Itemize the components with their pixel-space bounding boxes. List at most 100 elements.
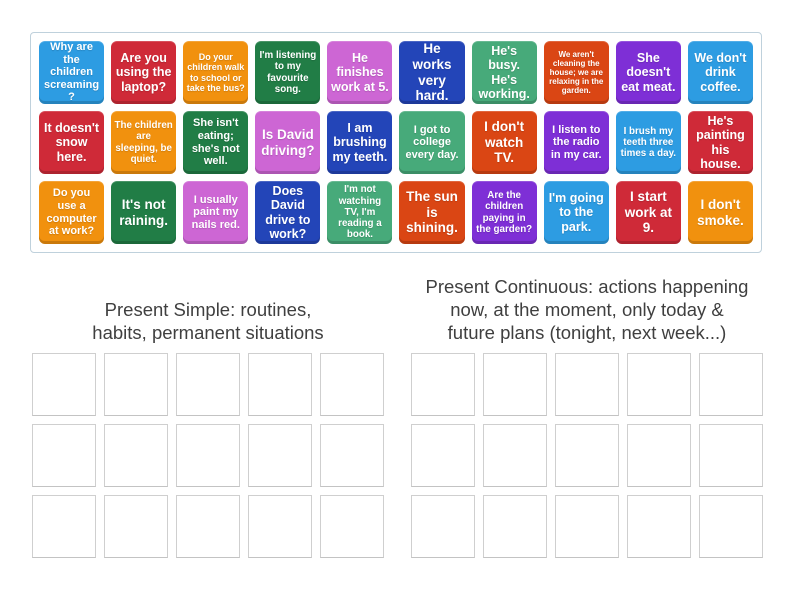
word-tile[interactable]: It's not raining.	[111, 181, 177, 244]
word-tile[interactable]: I usually paint my nails red.	[183, 181, 249, 244]
drop-slot[interactable]	[627, 424, 691, 487]
drop-slot[interactable]	[555, 424, 619, 487]
word-tile-label: Are the children paying in the garden?	[476, 189, 533, 235]
word-tile[interactable]: He works very hard.	[399, 41, 465, 104]
word-tile[interactable]: Is David driving?	[255, 111, 321, 174]
word-tile-label: I'm listening to my favourite song.	[259, 49, 317, 95]
word-tile[interactable]: We don't drink coffee.	[687, 41, 753, 104]
word-tile[interactable]: The sun is shining.	[399, 181, 465, 244]
drop-slot[interactable]	[699, 353, 763, 416]
group-title-present-simple: Present Simple: routines, habits, permane…	[30, 263, 386, 345]
word-tile-label: She isn't eating; she's not well.	[191, 117, 240, 168]
drop-slot[interactable]	[320, 353, 384, 416]
word-tile-label: He's busy. He's working.	[478, 43, 530, 101]
drop-slot[interactable]	[32, 424, 96, 487]
word-tile[interactable]: He's painting his house.	[687, 111, 753, 174]
drop-slot[interactable]	[176, 424, 240, 487]
word-tile[interactable]: Do your children walk to school or take …	[183, 41, 249, 104]
word-tile-label: I start work at 9.	[624, 189, 672, 236]
word-tile[interactable]: I brush my teeth three times a day.	[615, 111, 681, 174]
drop-slot[interactable]	[411, 424, 475, 487]
word-tile[interactable]: I don't smoke.	[687, 181, 753, 244]
word-tile-label: Are you using the laptop?	[115, 50, 172, 94]
word-tile[interactable]: We aren't cleaning the house; we are rel…	[543, 41, 609, 104]
word-tile-label: The children are sleeping, be quiet.	[114, 119, 173, 165]
word-tile-label: I got to college every day.	[405, 123, 459, 161]
drop-slot[interactable]	[627, 353, 691, 416]
drop-slot[interactable]	[483, 495, 547, 558]
word-tile[interactable]: I am brushing my teeth.	[327, 111, 393, 174]
word-tile[interactable]: I'm going to the park.	[543, 181, 609, 244]
word-tile-label: I'm going to the park.	[548, 190, 604, 234]
word-tile-label: Why are the children screaming?	[44, 41, 100, 104]
word-tile[interactable]: I'm not watching TV, I'm reading a book.	[327, 181, 393, 244]
word-tile-label: He's painting his house.	[696, 113, 745, 171]
word-tile[interactable]: The children are sleeping, be quiet.	[111, 111, 177, 174]
drop-slot[interactable]	[32, 495, 96, 558]
word-tile-label: We don't drink coffee.	[694, 50, 747, 94]
word-tile[interactable]: I start work at 9.	[615, 181, 681, 244]
word-tile[interactable]: Are you using the laptop?	[111, 41, 177, 104]
word-tile-label: It's not raining.	[119, 196, 169, 228]
drop-slot[interactable]	[104, 495, 168, 558]
drop-slot[interactable]	[176, 353, 240, 416]
word-tile[interactable]: I don't watch TV.	[471, 111, 537, 174]
word-tile[interactable]: She doesn't eat meat.	[615, 41, 681, 104]
drop-slot[interactable]	[248, 424, 312, 487]
word-tile[interactable]: I listen to the radio in my car.	[543, 111, 609, 174]
word-tile[interactable]: I'm listening to my favourite song.	[255, 41, 321, 104]
drop-slot[interactable]	[699, 495, 763, 558]
group-title-line: Present Simple: routines,	[104, 299, 312, 321]
word-tile[interactable]: Does David drive to work?	[255, 181, 321, 244]
word-tile-label: Does David drive to work?	[265, 183, 311, 241]
drop-slot[interactable]	[627, 495, 691, 558]
drop-slot[interactable]	[32, 353, 96, 416]
word-tile[interactable]: Are the children paying in the garden?	[471, 181, 537, 244]
word-tile-label: I don't smoke.	[697, 196, 744, 228]
group-title-present-continuous: Present Continuous: actions happening now…	[409, 263, 765, 345]
drop-slot[interactable]	[699, 424, 763, 487]
word-tile-label: I'm not watching TV, I'm reading a book.	[338, 184, 382, 241]
word-tile[interactable]: I got to college every day.	[399, 111, 465, 174]
word-tile-label: It doesn't snow here.	[44, 120, 100, 164]
slot-grid-present-continuous	[409, 353, 765, 558]
group-title-line: future plans (tonight, next week...)	[447, 322, 727, 344]
group-title-line: habits, permanent situations	[92, 322, 324, 344]
drop-slot[interactable]	[104, 353, 168, 416]
word-tile[interactable]: He's busy. He's working.	[471, 41, 537, 104]
drop-slot[interactable]	[320, 424, 384, 487]
drop-slot[interactable]	[248, 353, 312, 416]
tile-tray: Why are the children screaming? Are you …	[30, 32, 762, 253]
word-tile-label: Is David driving?	[261, 126, 315, 158]
group-title-line: now, at the moment, only today &	[450, 299, 724, 321]
word-tile[interactable]: He finishes work at 5.	[327, 41, 393, 104]
word-tile-label: She doesn't eat meat.	[621, 50, 676, 94]
group-title-line: Present Continuous: actions happening	[425, 276, 749, 298]
drop-slot[interactable]	[176, 495, 240, 558]
drop-slot[interactable]	[248, 495, 312, 558]
word-tile-label: I don't watch TV.	[484, 119, 525, 166]
drop-slot[interactable]	[320, 495, 384, 558]
word-tile-label: We aren't cleaning the house; we are rel…	[549, 49, 604, 96]
drop-slot[interactable]	[555, 353, 619, 416]
word-tile-label: I listen to the radio in my car.	[550, 123, 602, 161]
word-tile-label: He finishes work at 5.	[331, 50, 389, 94]
word-tile-label: Do you use a computer at work?	[46, 187, 97, 238]
drop-slot[interactable]	[483, 424, 547, 487]
word-tile-label: He works very hard.	[412, 41, 452, 104]
word-tile[interactable]: Why are the children screaming?	[39, 41, 105, 104]
drop-slot[interactable]	[411, 495, 475, 558]
drop-slot[interactable]	[104, 424, 168, 487]
drop-slot[interactable]	[555, 495, 619, 558]
drop-slot[interactable]	[483, 353, 547, 416]
slot-grid-present-simple	[30, 353, 386, 558]
word-tile[interactable]: Do you use a computer at work?	[39, 181, 105, 244]
word-tile[interactable]: She isn't eating; she's not well.	[183, 111, 249, 174]
group-zone-present-simple: Present Simple: routines, habits, permane…	[30, 263, 386, 558]
word-tile[interactable]: It doesn't snow here.	[39, 111, 105, 174]
word-tile-label: I brush my teeth three times a day.	[620, 125, 677, 160]
word-tile-label: Do your children walk to school or take …	[186, 51, 245, 93]
word-tile-label: I usually paint my nails red.	[191, 193, 240, 231]
drop-slot[interactable]	[411, 353, 475, 416]
